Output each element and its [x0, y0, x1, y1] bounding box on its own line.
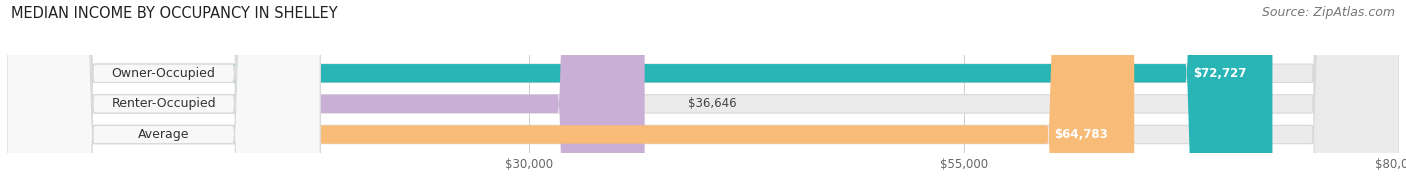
FancyBboxPatch shape — [7, 0, 1135, 196]
FancyBboxPatch shape — [7, 0, 1399, 196]
FancyBboxPatch shape — [7, 0, 321, 196]
FancyBboxPatch shape — [7, 0, 1272, 196]
FancyBboxPatch shape — [7, 0, 1399, 196]
Text: Renter-Occupied: Renter-Occupied — [111, 97, 217, 110]
Text: Owner-Occupied: Owner-Occupied — [111, 67, 215, 80]
FancyBboxPatch shape — [7, 0, 644, 196]
Text: $64,783: $64,783 — [1054, 128, 1108, 141]
FancyBboxPatch shape — [7, 0, 321, 196]
Text: Average: Average — [138, 128, 190, 141]
FancyBboxPatch shape — [7, 0, 321, 196]
Text: MEDIAN INCOME BY OCCUPANCY IN SHELLEY: MEDIAN INCOME BY OCCUPANCY IN SHELLEY — [11, 6, 337, 21]
Text: $72,727: $72,727 — [1192, 67, 1246, 80]
Text: Source: ZipAtlas.com: Source: ZipAtlas.com — [1261, 6, 1395, 19]
FancyBboxPatch shape — [7, 0, 1399, 196]
Text: $36,646: $36,646 — [688, 97, 737, 110]
